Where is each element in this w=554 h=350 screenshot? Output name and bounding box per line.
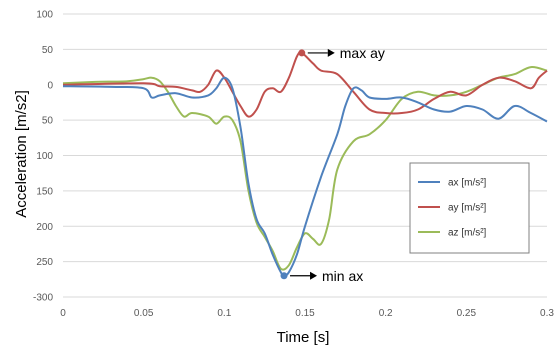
x-axis-title: Time [s] bbox=[277, 329, 330, 346]
y-tick-label: 100 bbox=[36, 10, 53, 21]
y-tick-label: 150 bbox=[36, 186, 53, 197]
y-tick-label: -300 bbox=[33, 293, 53, 304]
legend-entry: az [m/s²] bbox=[448, 228, 487, 239]
y-tick-label: 50 bbox=[42, 45, 54, 56]
x-tick-label: 0.3 bbox=[540, 308, 554, 319]
annotation-marker bbox=[280, 272, 288, 280]
x-tick-label: 0.15 bbox=[295, 308, 315, 319]
annotation-label: min ax bbox=[322, 268, 363, 284]
y-tick-labels: 100 50 0 50 100 150 200 250 -300 bbox=[33, 10, 53, 304]
annotations: max ay min ax bbox=[280, 45, 385, 284]
annotation-arrowhead bbox=[327, 48, 335, 57]
legend: ax [m/s²] ay [m/s²] az [m/s²] bbox=[409, 162, 530, 254]
grid-lines bbox=[63, 13, 547, 298]
series-line-ax bbox=[62, 76, 548, 277]
y-axis-title: Acceleration [m/s2] bbox=[13, 90, 30, 218]
annotation-arrowhead bbox=[310, 271, 318, 280]
y-tick-label: 50 bbox=[42, 116, 54, 127]
legend-entry: ax [m/s²] bbox=[448, 178, 487, 189]
legend-entry: ay [m/s²] bbox=[448, 203, 487, 214]
x-tick-label: 0.2 bbox=[379, 308, 393, 319]
x-tick-labels: 0 0.05 0.1 0.15 0.2 0.25 0.3 bbox=[60, 308, 554, 319]
x-tick-label: 0.1 bbox=[217, 308, 231, 319]
annotation-label: max ay bbox=[340, 45, 385, 61]
x-tick-label: 0 bbox=[60, 308, 66, 319]
series-line-az bbox=[62, 66, 548, 271]
y-tick-label: 200 bbox=[36, 222, 53, 233]
x-tick-label: 0.25 bbox=[457, 308, 477, 319]
annotation-marker bbox=[298, 49, 306, 57]
x-tick-label: 0.05 bbox=[134, 308, 154, 319]
y-tick-label: 250 bbox=[36, 257, 53, 268]
y-tick-label: 100 bbox=[36, 151, 53, 162]
y-tick-label: 0 bbox=[47, 80, 53, 91]
